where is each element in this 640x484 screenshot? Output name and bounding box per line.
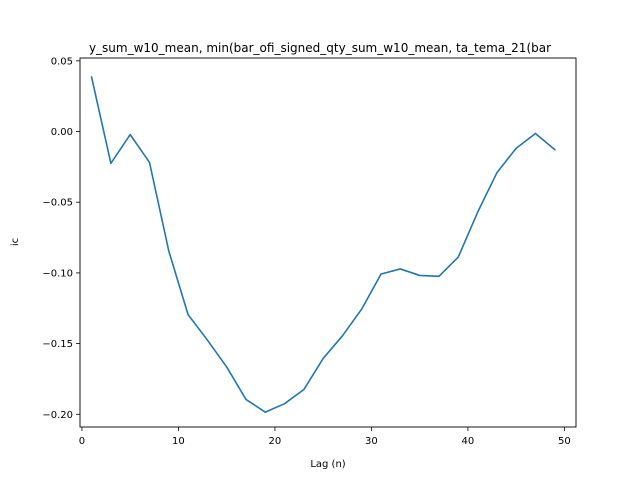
y-tick-label: −0.20 bbox=[42, 410, 73, 421]
y-tick-label: 0.05 bbox=[51, 56, 73, 67]
y-tick-label: −0.15 bbox=[42, 339, 73, 350]
x-tick-label: 0 bbox=[79, 436, 85, 447]
y-axis-ticks: 0.05 0.00 −0.05 −0.10 −0.15 −0.20 bbox=[42, 56, 80, 421]
x-tick-label: 40 bbox=[462, 436, 475, 447]
plot-area bbox=[79, 57, 577, 428]
x-tick-label: 20 bbox=[269, 436, 282, 447]
plot-frame bbox=[79, 57, 577, 428]
x-tick-label: 50 bbox=[558, 436, 571, 447]
x-tick-label: 10 bbox=[172, 436, 185, 447]
chart-title: y_sum_w10_mean, min(bar_ofi_signed_qty_s… bbox=[89, 41, 551, 55]
y-tick-label: 0.00 bbox=[51, 127, 73, 138]
series-line-0 bbox=[90, 76, 556, 413]
x-axis-ticks: 0 10 20 30 40 50 bbox=[79, 427, 571, 447]
y-axis-label: ic bbox=[10, 238, 21, 246]
y-tick-label: −0.10 bbox=[42, 268, 73, 279]
y-tick-label: −0.05 bbox=[42, 198, 73, 209]
x-axis-label: Lag (n) bbox=[310, 459, 345, 470]
x-tick-label: 30 bbox=[365, 436, 378, 447]
